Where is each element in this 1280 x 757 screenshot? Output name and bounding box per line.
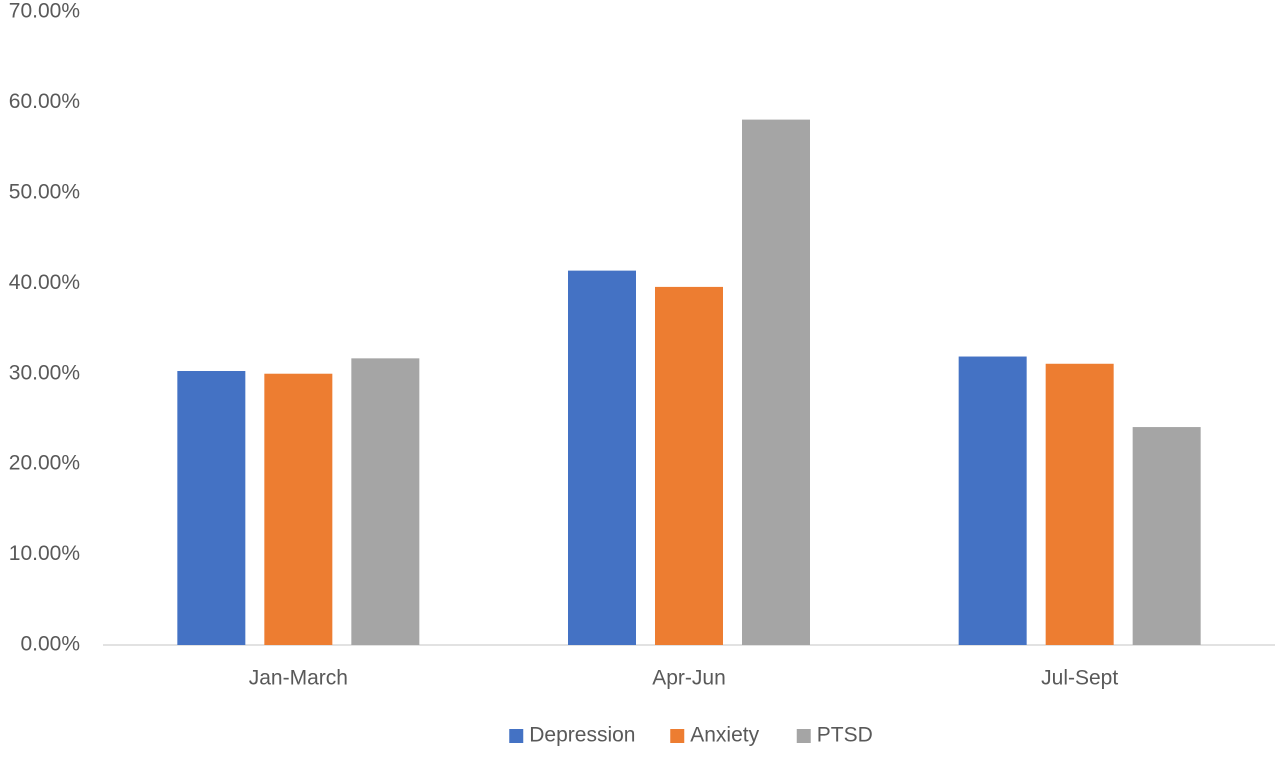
bar: [742, 119, 810, 646]
legend-swatch: [796, 729, 811, 743]
x-tick-label: Jan-March: [249, 667, 348, 690]
y-tick-label: 30.00%: [9, 361, 80, 384]
bar: [351, 358, 420, 645]
legend-label: Depression: [529, 724, 635, 747]
legend-label: PTSD: [817, 724, 873, 747]
legend-label: Anxiety: [690, 724, 759, 747]
y-tick-label: 40.00%: [9, 271, 80, 294]
legend-swatch: [509, 729, 524, 743]
y-tick-label: 10.00%: [9, 542, 80, 565]
y-tick-label: 0.00%: [20, 633, 80, 656]
y-tick-label: 50.00%: [9, 180, 80, 203]
x-tick-label: Apr-Jun: [652, 667, 726, 690]
x-tick-label: Jul-Sept: [1041, 667, 1118, 690]
bar: [958, 356, 1027, 645]
y-tick-label: 20.00%: [9, 452, 80, 475]
bar: [568, 270, 636, 645]
legend-swatch: [670, 729, 685, 743]
bar: [264, 373, 333, 645]
bar: [1045, 363, 1114, 645]
y-tick-label: 70.00%: [9, 0, 80, 23]
y-tick-label: 60.00%: [9, 90, 80, 113]
bar: [1132, 427, 1201, 645]
bar: [655, 286, 723, 645]
bar: [177, 371, 246, 645]
